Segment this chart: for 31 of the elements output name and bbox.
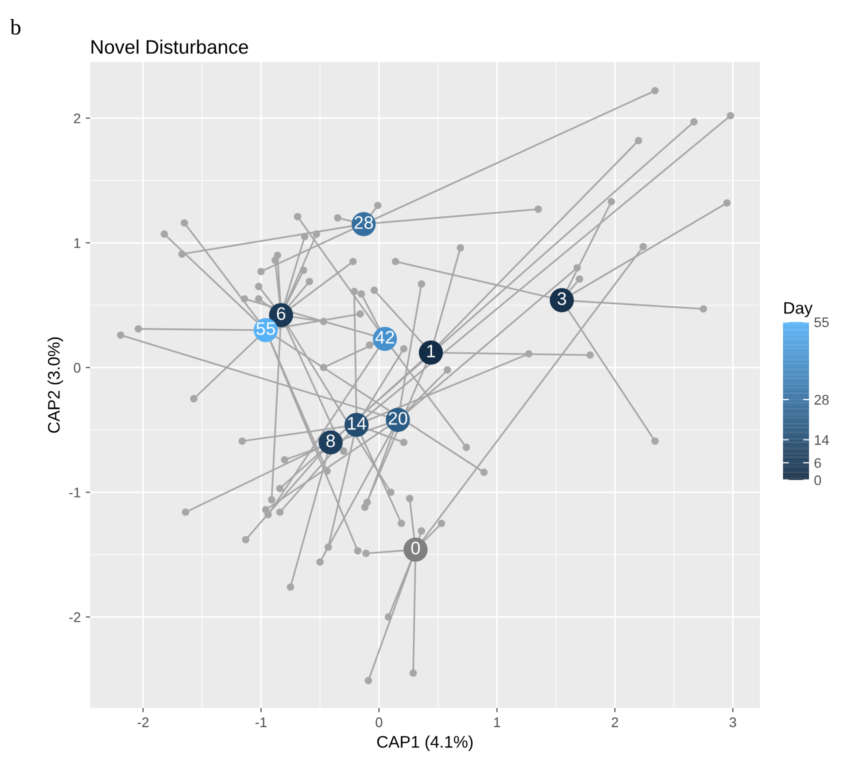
chart-title: Novel Disturbance [92, 40, 248, 54]
annotation: 0 [411, 542, 420, 554]
x-tick-label: -2 [138, 717, 149, 728]
annotation: 20 [388, 412, 408, 425]
annotation: 14 [348, 417, 366, 430]
annotation: 3 [558, 292, 566, 306]
x-tick-label: -1 [255, 718, 267, 728]
x-tick-label: 1 [494, 718, 500, 728]
y-tick-label: -1 [69, 488, 80, 498]
color-bar-label: 14 [814, 435, 829, 445]
annotation: 8 [326, 434, 335, 448]
y-tick-label: 1 [74, 238, 80, 248]
annotation: 42 [375, 330, 394, 344]
text: b [10, 19, 20, 35]
color-bar-label: 28 [814, 394, 829, 405]
y-tick-label: 2 [74, 113, 80, 124]
color-bar-label: 6 [814, 458, 821, 468]
annotation: 6 [276, 307, 286, 320]
annotation: 28 [354, 216, 373, 229]
y-axis-title: CAP2 (3.0%) [48, 337, 64, 433]
color-bar-label: 0 [814, 475, 822, 486]
x-tick-label: 3 [730, 717, 736, 728]
y-tick-label: -2 [69, 612, 80, 622]
x-axis-title: CAP1 (4.1%) [377, 736, 473, 752]
x-tick-label: 2 [612, 717, 618, 728]
annotation: 55 [256, 322, 276, 335]
x-tick-label: 0 [376, 717, 382, 728]
color-bar-label: 55 [814, 317, 829, 328]
y-tick-label: 0 [74, 362, 80, 373]
color-bar-title: Day [784, 302, 813, 318]
annotation: 1 [427, 344, 436, 358]
